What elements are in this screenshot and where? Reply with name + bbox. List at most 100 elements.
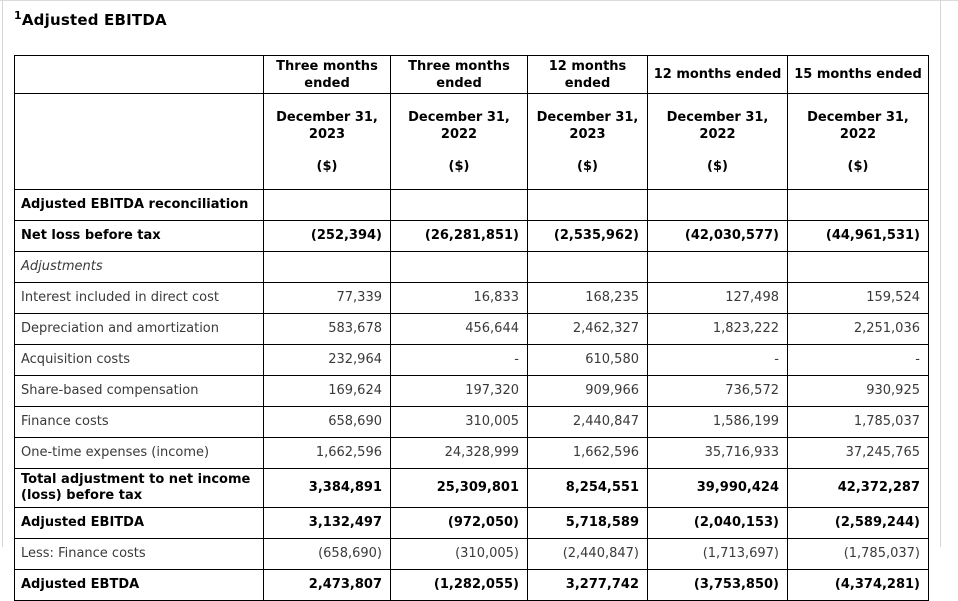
table-row: One-time expenses (income) 1,662,596 24,32… [14, 437, 929, 469]
cell-value [527, 189, 648, 221]
header-unit: ($) [577, 158, 598, 174]
header-empty-cell [14, 55, 264, 94]
cell-value: 310,005 [390, 406, 528, 438]
header-date: December 31, 2022 [408, 109, 510, 142]
cell-value: (44,961,531) [787, 220, 929, 252]
table-row: Less: Finance costs (658,690) (310,005) (2,… [14, 538, 929, 570]
cell-value: 127,498 [647, 282, 788, 314]
table-row: Share-based compensation 169,624 197,320 90… [14, 375, 929, 407]
cell-value: (2,589,244) [787, 507, 929, 539]
cell-value: (1,282,055) [390, 569, 528, 601]
table-row: Acquisition costs 232,964-610,580- - [14, 344, 929, 376]
cell-value: - [390, 344, 528, 376]
table-body: Adjusted EBITDA reconciliation Net loss b… [14, 189, 929, 601]
cell-value [787, 189, 929, 221]
row-label: Total adjustment to net income (loss) be… [14, 468, 264, 508]
cell-value [787, 251, 929, 283]
column-header-date: December 31, 2022 ($) [787, 93, 929, 190]
cell-value: (1,785,037) [787, 538, 929, 570]
column-header-date: December 31, 2022 ($) [390, 93, 528, 190]
header-unit: ($) [448, 158, 470, 174]
cell-value: 909,966 [527, 375, 648, 407]
cell-value: 25,309,801 [390, 468, 528, 508]
cell-value [263, 189, 391, 221]
cell-value: 2,440,847 [527, 406, 648, 438]
cell-value [390, 189, 528, 221]
row-label: Depreciation and amortization [14, 313, 264, 345]
cell-value: 42,372,287 [787, 468, 929, 508]
column-header-period: 12 months ended [647, 55, 788, 94]
table-row: Net loss before tax (252,394) (26,281,851)… [14, 220, 929, 252]
row-label: Adjusted EBTDA [14, 569, 264, 601]
cell-value: 1,823,222 [647, 313, 788, 345]
cell-value: 24,328,999 [390, 437, 528, 469]
cell-value: (4,374,281) [787, 569, 929, 601]
table-row: Adjustments [14, 251, 929, 283]
cell-value: 3,132,497 [263, 507, 391, 539]
cell-value: 1,785,037 [787, 406, 929, 438]
cell-value [527, 251, 648, 283]
header-date: December 31, 2023 [536, 109, 639, 142]
cell-value: 39,990,424 [647, 468, 788, 508]
column-header-date: December 31, 2023 ($) [263, 93, 391, 190]
row-label: Acquisition costs [14, 344, 264, 376]
page-edge-top-line [0, 0, 958, 1]
cell-value: 930,925 [787, 375, 929, 407]
table-row: Finance costs 658,690 310,005 2,440,847 1,58… [14, 406, 929, 438]
cell-value: 169,624 [263, 375, 391, 407]
cell-value: (658,690) [263, 538, 391, 570]
cell-value [263, 251, 391, 283]
row-label: Less: Finance costs [14, 538, 264, 570]
cell-value: 658,690 [263, 406, 391, 438]
header-date: December 31, 2022 [807, 109, 909, 142]
cell-value: (2,040,153) [647, 507, 788, 539]
row-label: Adjusted EBITDA reconciliation [14, 189, 264, 221]
column-header-period: 12 months ended [527, 55, 648, 94]
column-header-period: Three months ended [263, 55, 391, 94]
cell-value: (26,281,851) [390, 220, 528, 252]
row-label: Finance costs [14, 406, 264, 438]
cell-value: 5,718,589 [527, 507, 648, 539]
cell-value: 168,235 [527, 282, 648, 314]
header-unit: ($) [707, 158, 728, 174]
header-row-dates: December 31, 2023 ($) December 31, 2022 … [14, 93, 929, 190]
cell-value: - [787, 344, 929, 376]
row-label: Interest included in direct cost [14, 282, 264, 314]
cell-value: 2,251,036 [787, 313, 929, 345]
cell-value: (42,030,577) [647, 220, 788, 252]
cell-value: 77,339 [263, 282, 391, 314]
cell-value: 2,473,807 [263, 569, 391, 601]
header-date: December 31, 2023 [276, 109, 378, 142]
cell-value: - [647, 344, 788, 376]
column-header-period: 15 months ended [787, 55, 929, 94]
header-unit: ($) [847, 158, 869, 174]
cell-value: 736,572 [647, 375, 788, 407]
cell-value: 2,462,327 [527, 313, 648, 345]
cell-value: (3,753,850) [647, 569, 788, 601]
cell-value: (252,394) [263, 220, 391, 252]
cell-value: 1,586,199 [647, 406, 788, 438]
cell-value: (310,005) [390, 538, 528, 570]
row-label: Net loss before tax [14, 220, 264, 252]
cell-value: 37,245,765 [787, 437, 929, 469]
cell-value: (1,713,697) [647, 538, 788, 570]
cell-value: (2,535,962) [527, 220, 648, 252]
cell-value: 197,320 [390, 375, 528, 407]
cell-value: 159,524 [787, 282, 929, 314]
cell-value: 8,254,551 [527, 468, 648, 508]
cell-value: 3,384,891 [263, 468, 391, 508]
cell-value: 1,662,596 [527, 437, 648, 469]
cell-value: 610,580 [527, 344, 648, 376]
table-row: Total adjustment to net income (loss) be… [14, 468, 929, 508]
table-row: Depreciation and amortization 583,678 456,… [14, 313, 929, 345]
footnote-marker: 1 [14, 9, 22, 22]
cell-value: 3,277,742 [527, 569, 648, 601]
page-title: 1Adjusted EBITDA [14, 9, 167, 29]
table-row: Adjusted EBITDA reconciliation [14, 189, 929, 221]
table-row: Interest included in direct cost 77,339 16… [14, 282, 929, 314]
header-unit: ($) [316, 158, 338, 174]
page-edge-right-line [940, 0, 941, 547]
cell-value: 16,833 [390, 282, 528, 314]
cell-value: (2,440,847) [527, 538, 648, 570]
header-date: December 31, 2022 [666, 109, 769, 142]
